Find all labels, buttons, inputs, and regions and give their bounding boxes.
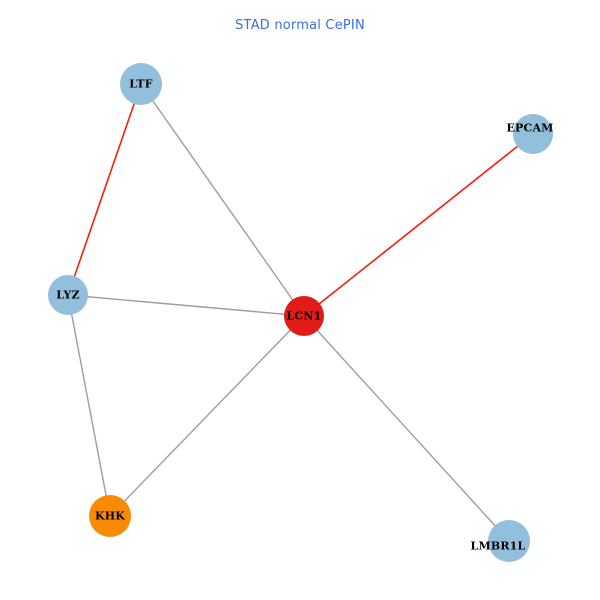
edge-ltf-lcn1[interactable] [140,83,305,317]
node-label-lmbr1l: LMBR1L [470,539,526,553]
node-label-epcam: EPCAM [506,121,554,135]
edge-ltf-lyz[interactable] [67,83,142,296]
edge-lyz-lcn1[interactable] [67,294,305,317]
node-ltf[interactable] [120,63,162,105]
edge-lcn1-epcam[interactable] [303,133,534,317]
node-lcn1[interactable] [284,296,324,336]
node-label-ltf: LTF [129,77,153,91]
edge-khk-lcn1[interactable] [109,315,305,517]
node-label-lcn1: LCN1 [286,309,322,323]
node-lyz[interactable] [48,275,88,315]
node-label-khk: KHK [94,509,126,523]
page-title: STAD normal CePIN [235,18,365,33]
node-lmbr1l[interactable] [488,520,530,562]
edge-lcn1-lmbr1l[interactable] [303,315,510,542]
edge-lyz-khk[interactable] [67,294,111,517]
node-khk[interactable] [89,495,131,537]
node-epcam[interactable] [513,114,553,154]
node-label-lyz: LYZ [56,288,80,302]
